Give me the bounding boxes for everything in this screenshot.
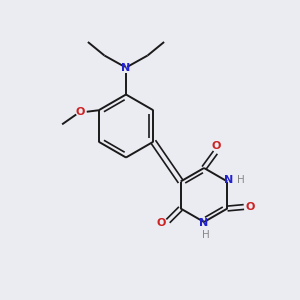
Text: O: O — [75, 107, 85, 117]
Text: O: O — [211, 141, 221, 151]
Text: O: O — [246, 202, 255, 212]
Text: O: O — [157, 218, 166, 228]
Text: N: N — [200, 218, 208, 229]
Text: N: N — [122, 63, 130, 73]
Text: N: N — [224, 175, 233, 185]
Text: H: H — [202, 230, 209, 240]
Text: H: H — [237, 175, 245, 185]
